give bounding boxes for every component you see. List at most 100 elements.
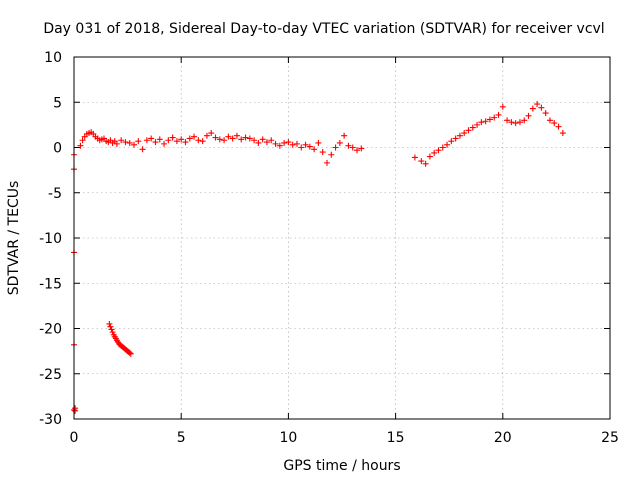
series-second-pass bbox=[411, 101, 566, 167]
y-tick-label: 5 bbox=[53, 95, 62, 111]
data-point bbox=[422, 160, 429, 167]
data-point bbox=[143, 137, 150, 144]
data-point bbox=[148, 135, 155, 142]
data-point bbox=[199, 138, 206, 145]
data-point bbox=[504, 117, 511, 124]
data-point bbox=[341, 132, 348, 139]
data-point bbox=[491, 114, 498, 121]
chart-title: Day 031 of 2018, Sidereal Day-to-day VTE… bbox=[43, 21, 604, 37]
data-point bbox=[191, 133, 198, 140]
grid-layer bbox=[74, 57, 610, 419]
data-point bbox=[448, 138, 455, 145]
data-point bbox=[203, 132, 210, 139]
y-tick-label: -10 bbox=[39, 231, 62, 247]
data-point bbox=[216, 136, 223, 143]
data-point bbox=[444, 141, 451, 148]
data-point bbox=[482, 118, 489, 125]
data-point bbox=[178, 136, 185, 143]
data-point bbox=[474, 121, 481, 128]
data-point bbox=[323, 159, 330, 166]
y-tick-label: 0 bbox=[53, 141, 62, 157]
data-point bbox=[336, 139, 343, 146]
x-tick-label: 0 bbox=[70, 430, 79, 446]
data-point bbox=[173, 138, 180, 145]
data-point bbox=[426, 153, 433, 160]
y-tick-label: -30 bbox=[39, 412, 62, 428]
data-point bbox=[546, 117, 553, 124]
data-point bbox=[186, 135, 193, 142]
data-point bbox=[512, 120, 519, 127]
x-axis-label: GPS time / hours bbox=[283, 458, 400, 474]
data-point bbox=[298, 144, 305, 151]
data-point bbox=[221, 137, 228, 144]
data-point bbox=[263, 139, 270, 146]
data-point bbox=[242, 134, 249, 141]
y-axis-label: SDTVAR / TECUs bbox=[6, 181, 22, 296]
data-point bbox=[281, 139, 288, 146]
data-point bbox=[255, 139, 262, 146]
data-points bbox=[71, 101, 566, 414]
data-point bbox=[465, 127, 472, 134]
data-point bbox=[435, 147, 442, 154]
data-point bbox=[127, 350, 134, 357]
data-point bbox=[195, 137, 202, 144]
data-point bbox=[238, 136, 245, 143]
data-point bbox=[354, 147, 361, 154]
data-point bbox=[534, 101, 541, 108]
data-point bbox=[77, 142, 84, 149]
x-tick-label: 25 bbox=[601, 430, 619, 446]
data-point bbox=[161, 140, 168, 147]
data-point bbox=[156, 136, 163, 143]
data-point bbox=[315, 139, 322, 146]
y-tick-labels: 10 5 0 -5 -10 -15 -20 -25 -30 bbox=[39, 50, 62, 428]
data-point bbox=[311, 146, 318, 153]
data-point bbox=[152, 139, 159, 146]
data-point bbox=[495, 111, 502, 118]
data-point bbox=[306, 143, 313, 150]
data-point bbox=[418, 158, 425, 165]
data-point bbox=[169, 134, 176, 141]
data-point bbox=[508, 119, 515, 126]
data-point bbox=[559, 130, 566, 137]
data-point bbox=[555, 123, 562, 130]
plot-frame bbox=[73, 56, 611, 420]
data-point bbox=[118, 137, 125, 144]
data-point bbox=[478, 119, 485, 126]
y-tick-label: -20 bbox=[39, 322, 62, 338]
data-point bbox=[126, 139, 133, 146]
y-tick-label: -25 bbox=[39, 367, 62, 383]
data-point bbox=[233, 132, 240, 139]
data-point bbox=[469, 124, 476, 131]
data-point bbox=[106, 320, 113, 327]
x-tick-label: 15 bbox=[387, 430, 405, 446]
y-tick-label: 10 bbox=[44, 50, 62, 66]
data-point bbox=[268, 137, 275, 144]
data-point bbox=[525, 112, 532, 119]
data-point bbox=[229, 135, 236, 142]
x-tick-label: 5 bbox=[177, 430, 186, 446]
data-point bbox=[452, 135, 459, 142]
data-point bbox=[108, 326, 115, 333]
y-tick-label: -15 bbox=[39, 276, 62, 292]
data-point bbox=[122, 139, 129, 146]
data-point bbox=[302, 141, 309, 148]
series-descending-arc bbox=[106, 320, 134, 357]
data-point bbox=[516, 119, 523, 126]
data-point bbox=[131, 141, 138, 148]
data-point bbox=[551, 120, 558, 127]
series-first-pass bbox=[77, 129, 365, 166]
data-point bbox=[411, 154, 418, 161]
x-tick-labels: 0 5 10 15 20 25 bbox=[70, 430, 619, 446]
data-point bbox=[72, 407, 79, 414]
data-point bbox=[289, 141, 296, 148]
data-point bbox=[456, 132, 463, 139]
data-point bbox=[208, 130, 215, 137]
data-point bbox=[349, 144, 356, 151]
data-point bbox=[246, 135, 253, 142]
data-point bbox=[251, 137, 258, 144]
data-point bbox=[126, 349, 133, 356]
data-point bbox=[109, 329, 116, 336]
data-point bbox=[165, 137, 172, 144]
data-point bbox=[259, 136, 266, 143]
